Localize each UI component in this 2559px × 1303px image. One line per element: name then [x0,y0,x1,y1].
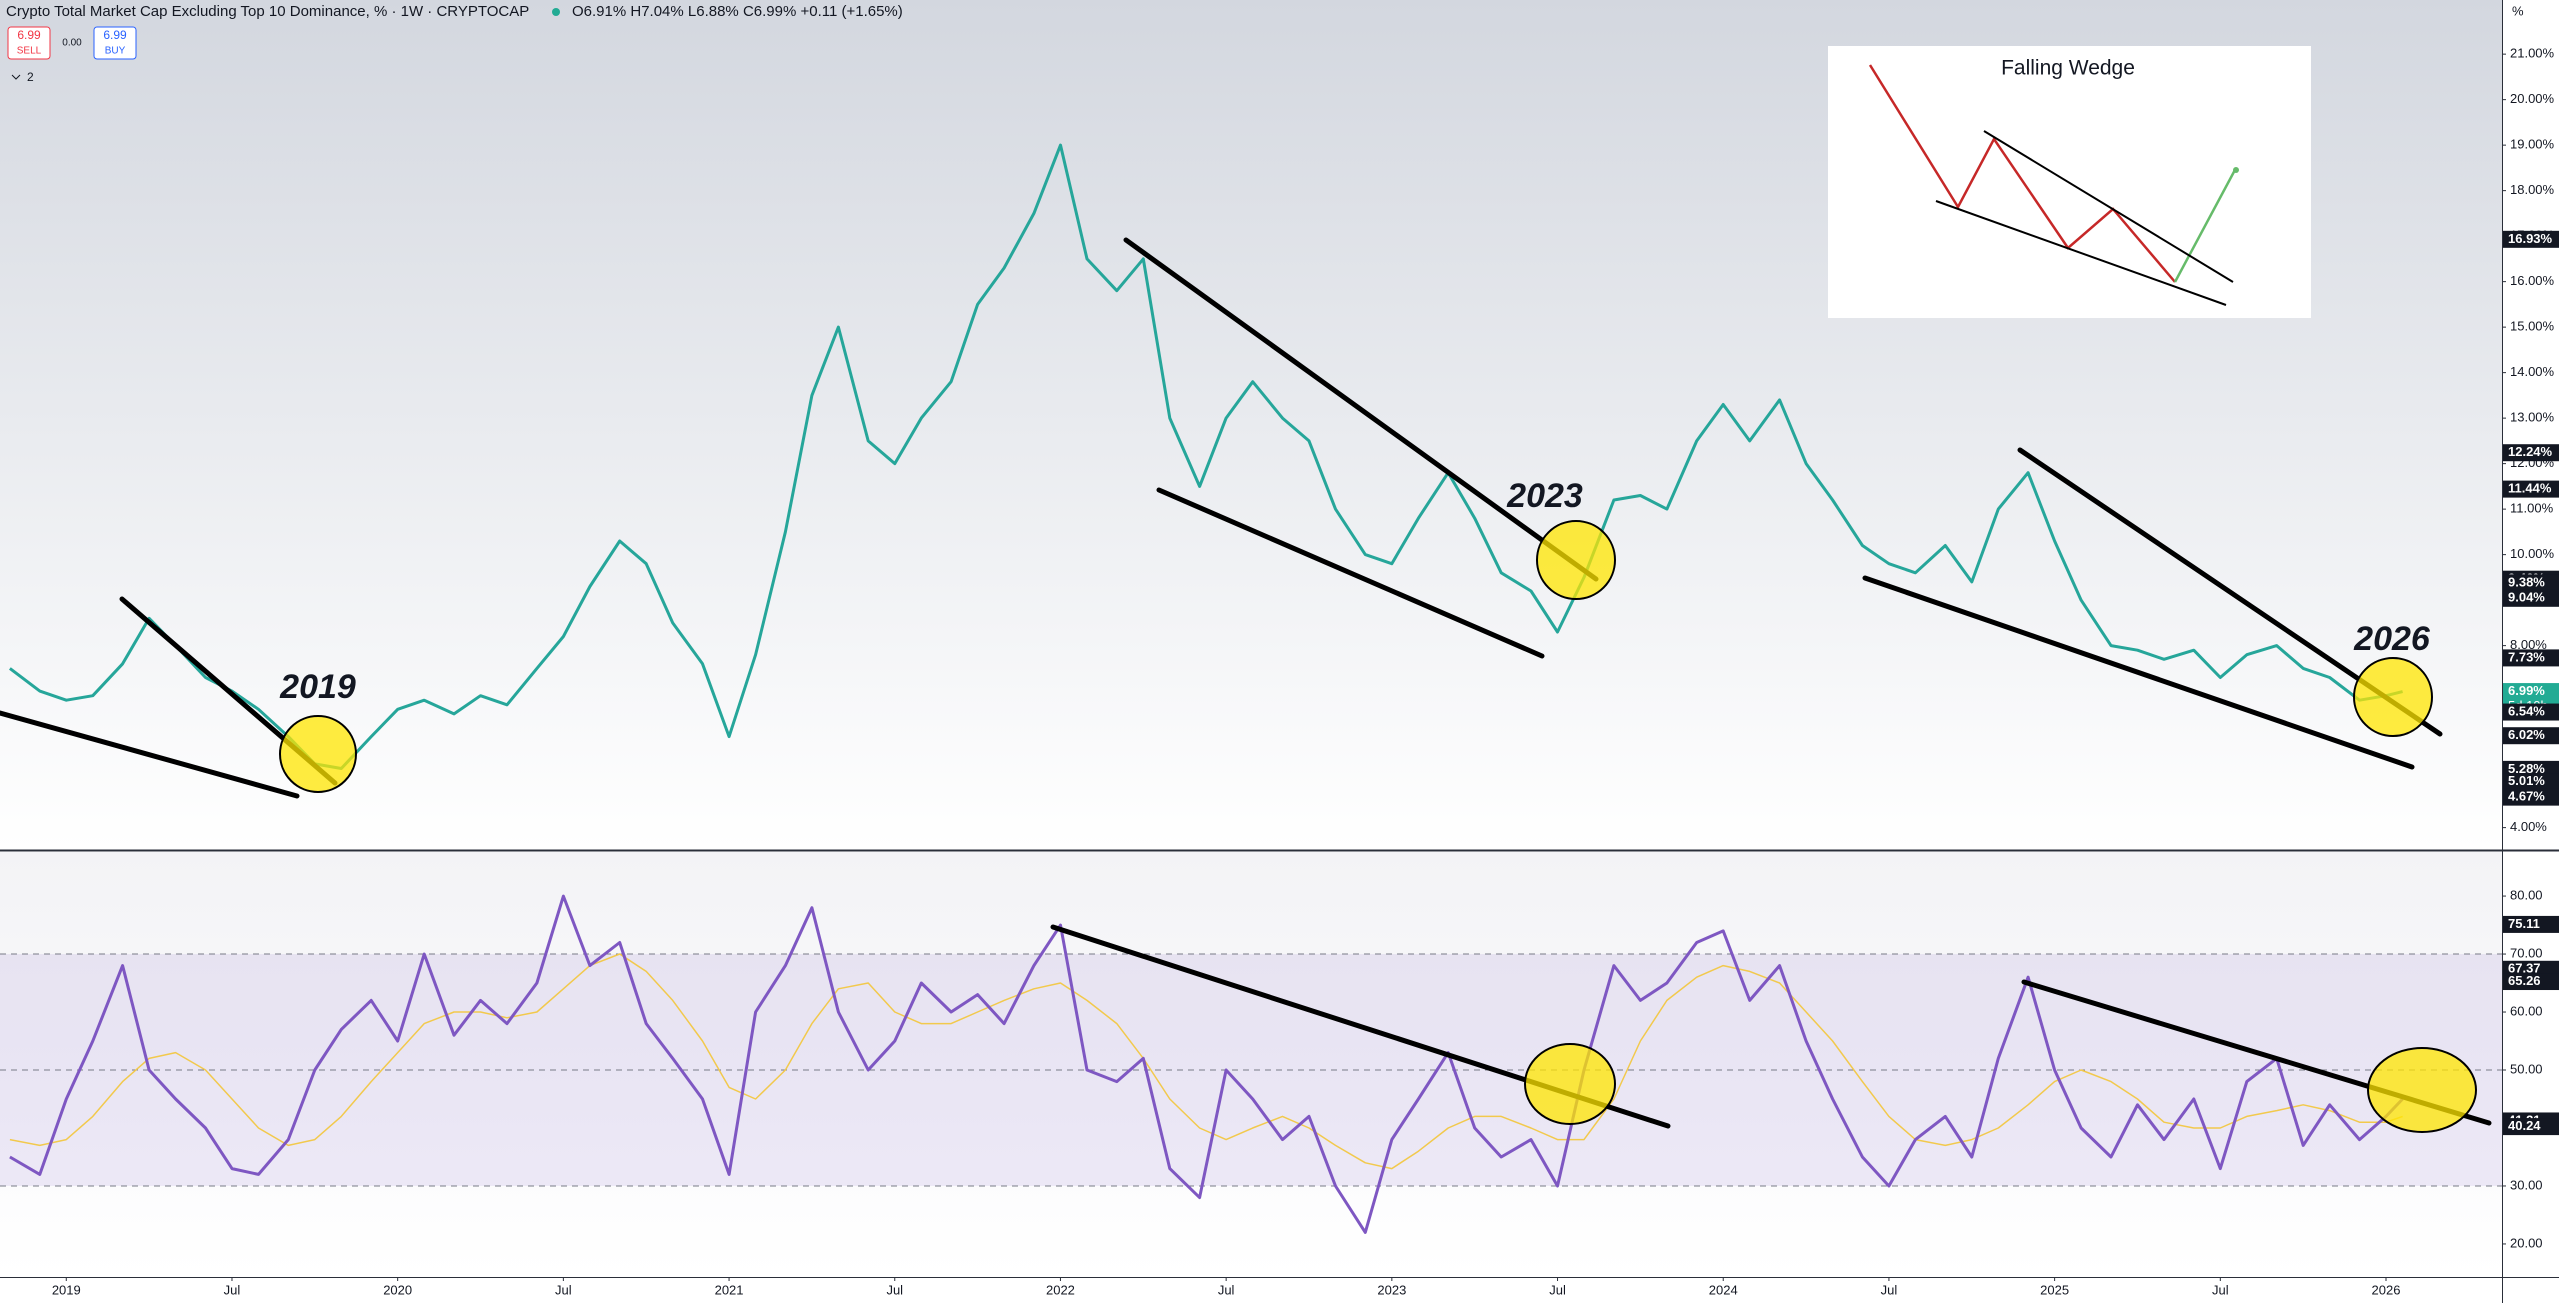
axis-marker-label: 6.99% [2508,683,2545,698]
inset-breakout [2173,167,2238,283]
x-tick-label: 2024 [1709,1282,1738,1297]
x-tick-label: 2022 [1046,1282,1075,1297]
unit-label: % [2512,3,2524,18]
buy-price: 6.99 [103,28,127,42]
axis-marker [2503,444,2559,462]
axis-marker-label: 67.37 [2508,961,2541,976]
sell-button[interactable] [7,26,51,60]
y-tick-label: 70.00 [2510,945,2543,960]
buy-label: BUY [105,46,126,57]
ohlc: O6.91% H7.04% L6.88% C6.99% +0.11 (+1.65… [572,3,903,20]
x-tick-label: Jul [555,1282,572,1297]
y-tick-label: 13.00% [2510,410,2555,425]
axis-marker [2503,589,2559,607]
spread: 0.00 [62,38,82,49]
axis-marker [2503,788,2559,806]
axis-marker-label: 11.44% [2508,481,2552,496]
x-tick-label: Jul [224,1282,241,1297]
y-tick-label: 60.00 [2510,1003,2543,1018]
x-tick-label: Jul [886,1282,903,1297]
annotation: 2023 [1506,477,1583,515]
axis-marker-label: 12.24% [2508,444,2553,459]
y-tick-label: 50.00 [2510,1061,2543,1076]
x-tick-label: 2019 [52,1282,81,1297]
axis-marker-label: 6.02% [2508,727,2545,742]
annotation: 2026 [2353,620,2431,658]
inset-line [1983,130,2234,283]
highlight [1536,520,1616,600]
annotation: 2019 [279,668,356,706]
highlight [1524,1043,1616,1125]
status-dot [552,8,560,16]
axis-marker-label: 9.04% [2508,590,2545,605]
y-tick-label: 10.00% [2510,546,2555,561]
sell-price: 6.99 [17,28,41,42]
axis-marker [2503,480,2559,498]
axis-marker-label: 75.11 [2508,916,2540,931]
highlight [2367,1047,2477,1133]
rsi-pane [0,852,2502,1277]
x-tick-label: 2020 [383,1282,412,1297]
axis-marker-label: 6.54% [2508,703,2545,718]
axis-marker-label: 4.67% [2508,789,2545,804]
y-tick-label: 80.00 [2510,888,2543,903]
x-tick-label: 2026 [2372,1282,2401,1297]
trendline [1156,487,1545,659]
highlight [2353,657,2433,737]
trendline [1862,575,2415,770]
axis-marker [2503,703,2559,721]
y-tick-label: 19.00% [2510,137,2555,152]
collapse-icon[interactable] [11,74,21,80]
axis-marker [2503,915,2559,933]
axis-marker-label: 40.24 [2508,1118,2541,1133]
inset-title: Falling Wedge [2001,57,2135,80]
axis-marker-label: 9.38% [2508,574,2545,589]
y-tick-label: 20.00% [2510,91,2555,106]
y-tick-label: 15.00% [2510,319,2555,334]
y-tick-label: 30.00 [2510,1177,2543,1192]
series-line [8,143,2403,770]
buy-button[interactable] [93,26,137,60]
axis-marker [2503,1118,2559,1136]
x-tick-label: Jul [1549,1282,1566,1297]
axis-marker [2503,574,2559,592]
y-tick-label: 16.00% [2510,273,2555,288]
y-tick-label: 21.00% [2510,46,2555,61]
axis-marker [2503,230,2559,248]
axis-marker-label: 5.01% [2508,773,2545,788]
x-tick-label: 2023 [1377,1282,1406,1297]
y-tick-label: 20.00 [2510,1235,2543,1250]
axis-marker-label: 16.93% [2508,231,2553,246]
y-tick-label: 11.00% [2510,501,2554,516]
axis-marker [2503,727,2559,745]
axis-marker [2503,773,2559,791]
axis-marker [2503,973,2559,991]
axis-marker-label: 7.73% [2508,649,2545,664]
y-tick-label: 4.00% [2510,819,2547,834]
series-line [9,894,2404,1234]
axis-marker [2503,649,2559,667]
x-tick-label: 2025 [2040,1282,2069,1297]
axis-marker-label: 65.26 [2508,973,2541,988]
symbol-title: Crypto Total Market Cap Excluding Top 10… [6,3,529,20]
y-tick-label: 18.00% [2510,182,2555,197]
trendline [0,710,300,799]
inset-line [1935,200,2227,306]
x-tick-label: Jul [1881,1282,1898,1297]
x-tick-label: Jul [2212,1282,2229,1297]
trendline [1123,237,1599,582]
x-tick-label: 2021 [715,1282,744,1297]
x-tick-label: Jul [1218,1282,1235,1297]
y-tick-label: 8.00% [2510,637,2547,652]
inset-path [1868,64,2176,283]
sell-label: SELL [17,46,42,57]
inset-arrowhead [2233,167,2239,173]
y-tick-label: 14.00% [2510,364,2555,379]
highlight [279,715,357,793]
indicator-count: 2 [27,70,34,84]
axis-marker-label: 5.28% [2508,761,2545,776]
